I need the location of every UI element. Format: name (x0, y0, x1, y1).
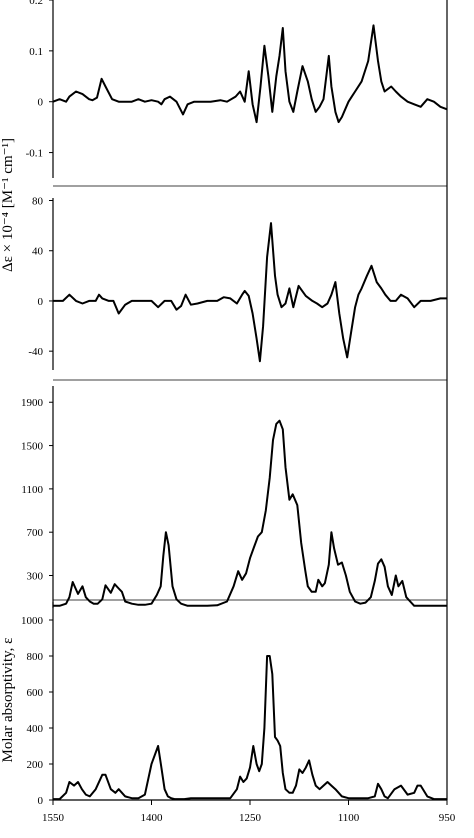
y-tick-label: 0 (38, 296, 44, 308)
panel-4: 1000 800 600 400 200 0 Molar absorptivity, ε (0, 602, 447, 807)
x-tick-label: 1400 (141, 812, 164, 824)
x-tick-label: 1250 (239, 812, 262, 824)
y-tick-label: -40 (28, 346, 43, 358)
y-tick-label: 600 (27, 687, 44, 699)
spectrum-trace-panel-3 (53, 419, 447, 607)
panel-2: 80 40 0 -40 Δε × 10⁻⁴ [M⁻¹ cm⁻¹] (0, 138, 447, 370)
y-tick-label: 800 (27, 651, 44, 663)
y-axis-label-panel-2: Δε × 10⁻⁴ [M⁻¹ cm⁻¹] (0, 138, 16, 272)
y-tick-label: -0.1 (26, 148, 43, 160)
y-tick-label: 0 (38, 97, 44, 109)
y-tick-label: 80 (32, 196, 44, 208)
y-tick-label: 300 (27, 571, 44, 583)
x-tick-label: 1100 (338, 812, 360, 824)
y-tick-label: 1100 (21, 484, 43, 496)
panel-3: 1900 1500 1100 700 300 (21, 386, 447, 608)
y-tick-label: 1900 (21, 397, 44, 409)
y-tick-label: 200 (27, 759, 44, 771)
x-tick-label: 1550 (42, 812, 65, 824)
y-tick-label: 0 (38, 795, 44, 807)
x-axis: 1550 1400 1250 1100 950 (42, 799, 456, 824)
spectrum-trace-panel-4 (53, 655, 447, 801)
y-tick-label: 0.1 (29, 46, 43, 58)
panel-1: 0.2 0.1 0 -0.1 (26, 0, 448, 178)
y-tick-label: 700 (27, 527, 44, 539)
y-tick-label: 1500 (21, 441, 44, 453)
y-tick-label: 400 (27, 723, 44, 735)
spectrum-trace-panel-1 (52, 24, 448, 124)
y-tick-label: 40 (32, 246, 44, 258)
y-axis-label-panel-4: Molar absorptivity, ε (0, 638, 16, 763)
y-tick-label: 0.2 (29, 0, 43, 7)
y-tick-label: 1000 (21, 615, 44, 627)
spectrum-trace-panel-2 (53, 222, 447, 363)
x-tick-label: 950 (439, 812, 456, 824)
